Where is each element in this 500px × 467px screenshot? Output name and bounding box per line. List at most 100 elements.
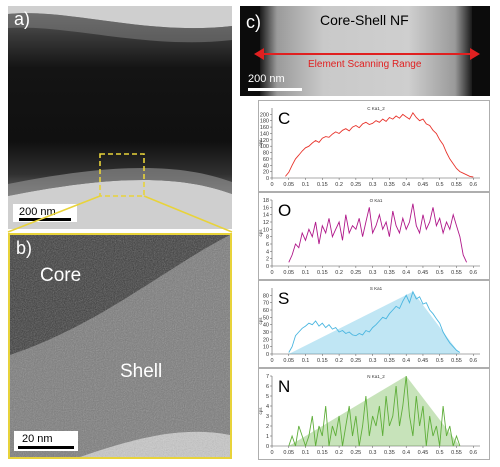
x-tick-label: 0.4 <box>402 450 410 456</box>
x-tick-label: 0.2 <box>335 450 343 456</box>
hrtem-core-shell-image <box>10 235 230 457</box>
x-tick-label: 0.05 <box>283 450 294 456</box>
y-tick-label: 7 <box>266 374 269 380</box>
y-axis-label: cps <box>258 407 263 415</box>
element-label: O <box>278 201 291 220</box>
y-tick-label: 16 <box>263 205 269 211</box>
y-tick-label: 40 <box>263 163 269 169</box>
y-tick-label: 60 <box>263 308 269 314</box>
y-tick-label: 0 <box>266 352 269 358</box>
carbon-line-scan-plot: 0 0.05 0.1 0.15 0.2 0.25 0.3 0.35 0.4 0.45 0.5 0.55… <box>258 100 490 192</box>
scale-bar-a-label: 200 nm <box>19 206 56 218</box>
x-tick-label: 0.25 <box>351 358 362 364</box>
x-tick-label: 0.05 <box>283 270 294 276</box>
x-tick-label: 0.45 <box>418 182 429 188</box>
y-tick-label: 8 <box>266 235 269 241</box>
panel-c-stem-image: c) Core-Shell NF Element Scanning Range … <box>240 6 490 96</box>
chart-frame <box>258 100 490 192</box>
y-tick-label: 80 <box>263 151 269 157</box>
x-tick-label: 0.6 <box>469 270 477 276</box>
series-line <box>288 290 461 353</box>
series-line <box>288 203 468 263</box>
x-tick-label: 0.2 <box>335 270 343 276</box>
zoom-region-box <box>99 153 145 197</box>
element-label: N <box>278 377 290 396</box>
x-tick-label: 0.4 <box>402 270 410 276</box>
scale-bar-b-label: 20 nm <box>22 433 53 445</box>
panel-label-a: a) <box>14 9 31 29</box>
scale-bar-a-line <box>19 218 71 221</box>
series-line <box>288 375 461 448</box>
y-tick-label: 50 <box>263 315 269 321</box>
x-tick-label: 0.5 <box>436 450 444 456</box>
x-tick-label: 0.3 <box>369 358 377 364</box>
stem-title: Core-Shell NF <box>320 12 409 28</box>
y-tick-label: 4 <box>266 249 269 255</box>
y-tick-label: 5 <box>266 394 269 400</box>
y-tick-label: 3 <box>266 414 269 420</box>
series-line <box>285 111 474 178</box>
element-scanning-range-label: Element Scanning Range <box>308 59 422 70</box>
element-label: C <box>278 109 290 128</box>
x-tick-label: 0.3 <box>369 182 377 188</box>
y-tick-label: 140 <box>260 131 269 137</box>
y-tick-label: 10 <box>263 227 269 233</box>
x-tick-label: 0.1 <box>302 182 310 188</box>
x-tick-label: 0.25 <box>351 270 362 276</box>
x-tick-label: 0.55 <box>451 450 462 456</box>
x-tick-label: 0.5 <box>436 270 444 276</box>
y-tick-label: 6 <box>266 242 269 248</box>
y-tick-label: 0 <box>266 444 269 450</box>
chart-frame <box>258 192 490 280</box>
chart-frame <box>258 280 490 368</box>
scale-bar-c-line <box>248 88 302 91</box>
x-tick-label: 0.45 <box>418 450 429 456</box>
y-tick-label: 20 <box>263 170 269 176</box>
scale-bar-a: 200 nm <box>13 204 77 222</box>
x-tick-label: 0.4 <box>402 358 410 364</box>
element-label: S <box>278 289 289 308</box>
y-tick-label: 0 <box>266 264 269 270</box>
x-tick-label: 0 <box>270 450 273 456</box>
y-tick-label: 180 <box>260 119 269 125</box>
x-tick-label: 0.05 <box>283 182 294 188</box>
series-title: N Ka1_2 <box>367 374 385 379</box>
panel-b-hrtem-image: b) Core Shell 20 nm <box>8 233 232 459</box>
y-tick-label: 1 <box>266 434 269 440</box>
y-tick-label: 70 <box>263 301 269 307</box>
x-tick-label: 0.4 <box>402 182 410 188</box>
scale-bar-c-label: 200 nm <box>248 73 285 85</box>
series-title: S Ka1 <box>370 286 383 291</box>
stem-nanofiber-image <box>240 6 490 96</box>
x-tick-label: 0.1 <box>302 358 310 364</box>
x-tick-label: 0.05 <box>283 358 294 364</box>
x-tick-label: 0.5 <box>436 182 444 188</box>
shell-label: Shell <box>120 361 163 382</box>
x-tick-label: 0.45 <box>418 270 429 276</box>
nitrogen-line-scan-plot: 0 0.05 0.1 0.15 0.2 0.25 0.3 0.35 0.4 0.45 0.5 0.55… <box>258 368 490 460</box>
y-tick-label: 12 <box>263 220 269 226</box>
y-axis-label: cps <box>258 229 263 237</box>
y-tick-label: 100 <box>260 144 269 150</box>
y-tick-label: 60 <box>263 157 269 163</box>
panel-label-b: b) <box>16 238 33 258</box>
x-tick-label: 0.15 <box>317 358 328 364</box>
x-tick-label: 0.35 <box>384 182 395 188</box>
y-tick-label: 160 <box>260 125 269 131</box>
y-tick-label: 6 <box>266 384 269 390</box>
x-tick-label: 0.3 <box>369 270 377 276</box>
chart-sulfur: 0 0.05 0.1 0.15 0.2 0.25 0.3 0.35 0.4 0.45 0.5 0.55… <box>258 280 490 368</box>
x-tick-label: 0.2 <box>335 182 343 188</box>
series-envelope <box>288 291 460 354</box>
scale-bar-b-line <box>18 446 74 449</box>
y-tick-label: 0 <box>266 176 269 182</box>
x-tick-label: 0.6 <box>469 358 477 364</box>
x-tick-label: 0.15 <box>317 450 328 456</box>
x-tick-label: 0.1 <box>302 270 310 276</box>
core-label: Core <box>40 265 82 286</box>
x-tick-label: 0.25 <box>351 182 362 188</box>
panel-a-tem-image: a) 200 nm <box>8 6 232 229</box>
x-tick-label: 0.6 <box>469 450 477 456</box>
y-axis-label: cps <box>258 317 263 325</box>
y-tick-label: 2 <box>266 257 269 263</box>
